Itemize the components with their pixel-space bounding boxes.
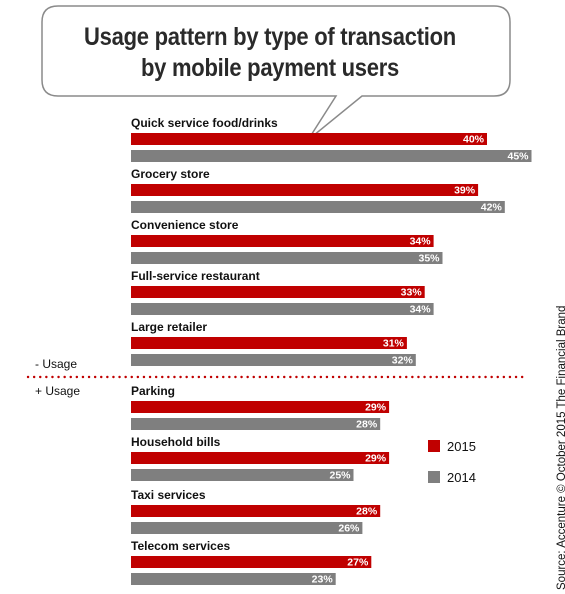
bar-value-label: 23%: [312, 574, 334, 586]
bar-2014: [131, 201, 505, 213]
bar-value-label: 32%: [392, 355, 414, 367]
bar-value-label: 34%: [410, 304, 432, 316]
bar-value-label: 26%: [338, 523, 360, 535]
chart-title-line-1: Usage pattern by type of transaction: [84, 23, 456, 51]
bar-2015: [131, 556, 372, 568]
source-credit: Source: Accenture © October 2015 The Fin…: [556, 305, 565, 590]
legend-swatch-2014: [428, 471, 440, 483]
title-speech-bubble: [41, 5, 511, 141]
legend-label-2014: 2014: [447, 470, 476, 485]
category-label: Full-service restaurant: [131, 269, 260, 283]
group-label-plus: + Usage: [35, 384, 80, 398]
bar-2014: [131, 573, 336, 585]
bar-2015: [131, 401, 390, 413]
bar-value-label: 25%: [329, 470, 351, 482]
chart-title-line-2: by mobile payment users: [140, 54, 400, 82]
category-label: Large retailer: [131, 320, 207, 334]
bar-value-label: 31%: [383, 338, 405, 350]
category-label: Grocery store: [131, 167, 210, 181]
category-label: Convenience store: [131, 218, 239, 232]
bar-2014: [131, 252, 443, 264]
bar-2014: [131, 150, 532, 162]
bar-value-label: 27%: [347, 557, 369, 569]
bar-value-label: 42%: [481, 202, 503, 214]
bar-value-label: 35%: [418, 253, 440, 265]
bar-value-label: 33%: [401, 287, 423, 299]
bar-2014: [131, 418, 381, 430]
category-label: Taxi services: [131, 488, 206, 502]
bar-value-label: 28%: [356, 419, 378, 431]
bar-value-label: 40%: [463, 134, 485, 146]
bar-value-label: 28%: [356, 506, 378, 518]
legend-swatch-2015: [428, 440, 440, 452]
bar-2014: [131, 469, 354, 481]
group-label-minus: - Usage: [35, 357, 77, 371]
bar-value-label: 34%: [410, 236, 432, 248]
bar-value-label: 29%: [365, 402, 387, 414]
bar-2015: [131, 452, 390, 464]
bar-2015: [131, 133, 487, 145]
bar-2015: [131, 337, 407, 349]
category-label: Parking: [131, 384, 175, 398]
bar-value-label: 29%: [365, 453, 387, 465]
bar-2014: [131, 303, 434, 315]
bar-value-label: 45%: [507, 151, 529, 163]
category-label: Quick service food/drinks: [131, 116, 278, 130]
bar-2014: [131, 522, 363, 534]
speech-bubble-shape: [41, 5, 511, 141]
bar-2015: [131, 184, 479, 196]
category-label: Household bills: [131, 435, 221, 449]
legend-label-2015: 2015: [447, 439, 476, 454]
bar-2014: [131, 354, 416, 366]
bar-value-label: 39%: [454, 185, 476, 197]
category-label: Telecom services: [131, 539, 231, 553]
bar-2015: [131, 505, 381, 517]
bar-2015: [131, 286, 425, 298]
bar-2015: [131, 235, 434, 247]
